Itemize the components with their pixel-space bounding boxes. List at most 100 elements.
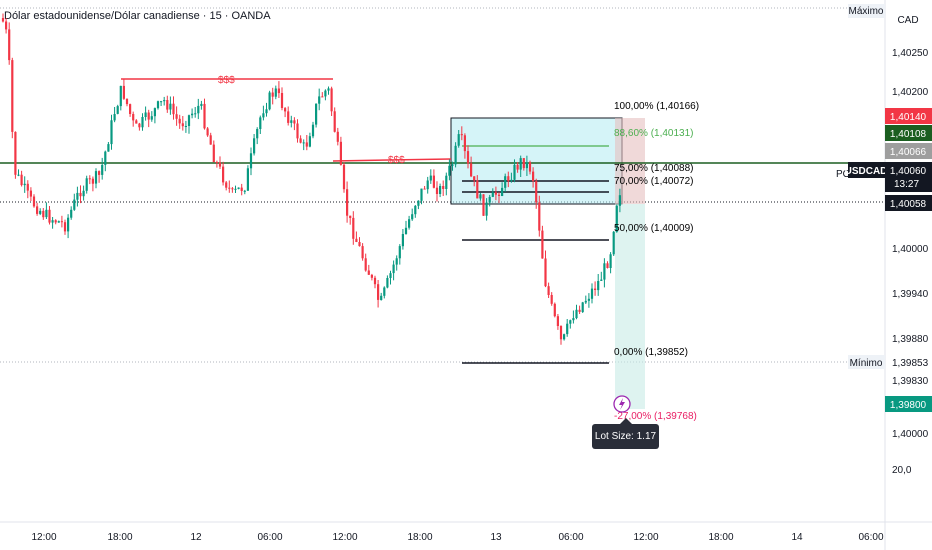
candle-body bbox=[147, 112, 150, 120]
candle-body bbox=[473, 176, 476, 181]
price-tick: 1,40000 bbox=[892, 244, 929, 255]
candle-body bbox=[426, 180, 429, 190]
candle-body bbox=[51, 220, 54, 223]
candle-body bbox=[370, 274, 373, 278]
candle-body bbox=[553, 303, 556, 317]
candle-body bbox=[342, 164, 346, 190]
candle-body bbox=[284, 108, 287, 112]
candle-body bbox=[569, 320, 572, 324]
candle-body bbox=[287, 111, 290, 123]
candle-body bbox=[101, 164, 104, 175]
candle-body bbox=[206, 128, 209, 136]
candle-body bbox=[429, 175, 432, 181]
candle-body bbox=[91, 178, 94, 184]
candle-body bbox=[516, 164, 519, 170]
candle-body bbox=[88, 178, 91, 180]
time-tick: 12:00 bbox=[633, 532, 658, 543]
candle-body bbox=[609, 254, 612, 268]
candle-body bbox=[501, 187, 504, 196]
candle-body bbox=[271, 92, 274, 97]
candle-body bbox=[581, 302, 584, 312]
candle-body bbox=[79, 192, 82, 197]
candle-body bbox=[119, 85, 122, 107]
candle-body bbox=[305, 142, 308, 147]
price-tick: 1,39830 bbox=[892, 376, 929, 387]
candle-body bbox=[39, 210, 42, 214]
candle-body bbox=[231, 188, 234, 190]
max-tag: Máximo bbox=[848, 6, 883, 17]
candles-group[interactable] bbox=[1, 13, 621, 345]
candle-body bbox=[277, 88, 280, 94]
price-tag-gray-text: 1,40066 bbox=[890, 147, 927, 158]
candle-body bbox=[559, 326, 563, 340]
candle-body bbox=[395, 258, 398, 265]
price-tick: 1,40200 bbox=[892, 87, 929, 98]
candle-body bbox=[178, 118, 181, 124]
candle-body bbox=[218, 162, 222, 167]
candle-body bbox=[389, 273, 392, 278]
target-zone[interactable] bbox=[615, 204, 645, 409]
candle-body bbox=[417, 200, 420, 206]
candle-body bbox=[311, 124, 315, 137]
candle-body bbox=[212, 144, 215, 162]
candle-body bbox=[367, 270, 370, 275]
candle-body bbox=[466, 151, 470, 164]
price-tag-green bbox=[885, 125, 932, 141]
time-tick: 14 bbox=[791, 532, 803, 543]
candle-body bbox=[200, 103, 203, 106]
candle-body bbox=[587, 298, 590, 301]
candle-body bbox=[274, 88, 277, 97]
candle-body bbox=[346, 189, 349, 216]
candle-body bbox=[550, 295, 553, 304]
candle-body bbox=[358, 242, 361, 247]
price-tag-red bbox=[885, 108, 932, 124]
candle-body bbox=[234, 188, 237, 190]
candle-body bbox=[315, 103, 318, 125]
candle-body bbox=[187, 115, 191, 126]
candle-body bbox=[5, 21, 8, 30]
candle-body bbox=[156, 101, 160, 109]
candle-body bbox=[491, 192, 494, 197]
candle-body bbox=[600, 279, 603, 281]
lightning-icon[interactable] bbox=[613, 395, 631, 413]
candle-body bbox=[386, 278, 389, 288]
candle-body bbox=[209, 135, 212, 145]
candle-body bbox=[20, 174, 23, 186]
candle-body bbox=[563, 334, 566, 340]
price-axis-panel[interactable] bbox=[885, 0, 932, 522]
candle-body bbox=[259, 117, 262, 129]
candle-body bbox=[256, 129, 259, 139]
candle-body bbox=[290, 120, 293, 123]
candle-body bbox=[76, 192, 79, 200]
time-tick: 18:00 bbox=[708, 532, 733, 543]
candle-body bbox=[249, 153, 253, 169]
fib-label-70: 70,00% (1,40072) bbox=[614, 176, 694, 187]
candle-body bbox=[606, 263, 609, 268]
min-price-text: 1,39853 bbox=[892, 358, 929, 369]
candle-body bbox=[414, 205, 417, 215]
liquidity-line-2[interactable] bbox=[332, 158, 452, 162]
candle-body bbox=[392, 264, 395, 274]
candle-body bbox=[448, 165, 451, 176]
candle-body bbox=[556, 316, 559, 326]
currency-label: CAD bbox=[897, 15, 918, 26]
candle-body bbox=[525, 162, 528, 169]
candle-body bbox=[67, 217, 70, 232]
countdown-text: 13:27 bbox=[894, 179, 919, 190]
candle-body bbox=[135, 120, 138, 124]
candle-body bbox=[122, 85, 125, 99]
candle-body bbox=[544, 258, 547, 287]
candle-body bbox=[237, 187, 240, 189]
candle-body bbox=[48, 209, 51, 223]
price-tick: 1,40250 bbox=[892, 48, 929, 59]
candle-body bbox=[318, 96, 321, 104]
candle-body bbox=[408, 219, 411, 228]
candle-body bbox=[479, 194, 482, 199]
candle-body bbox=[296, 123, 299, 139]
candle-body bbox=[532, 171, 535, 182]
candle-body bbox=[132, 114, 135, 121]
fib-label-neg27: -27,00% (1,39768) bbox=[614, 411, 697, 422]
candle-body bbox=[404, 227, 408, 234]
candle-body bbox=[336, 131, 339, 142]
